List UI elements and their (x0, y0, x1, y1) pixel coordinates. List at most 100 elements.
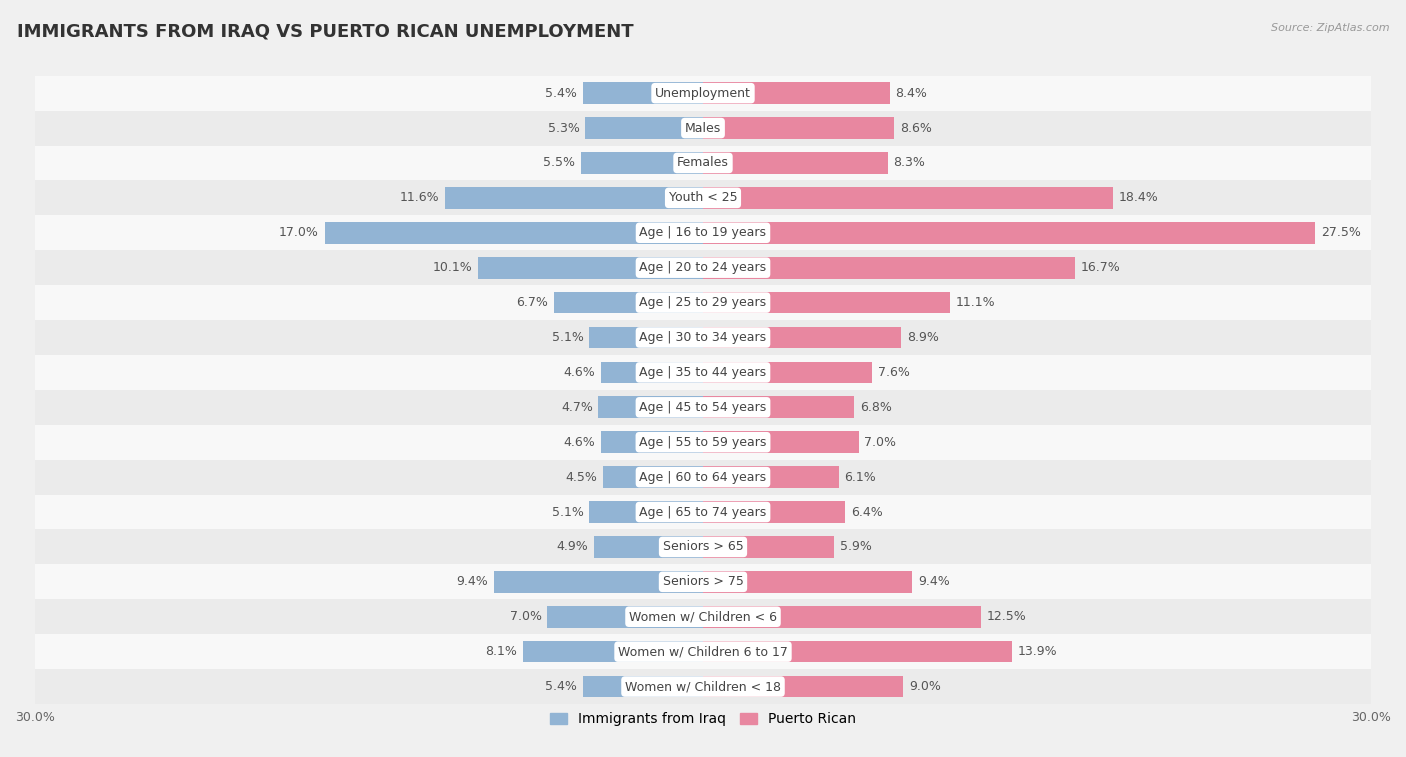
Bar (35, 529, 1371, 565)
Text: 8.3%: 8.3% (893, 157, 925, 170)
Text: 11.1%: 11.1% (956, 296, 995, 309)
Text: Women w/ Children < 18: Women w/ Children < 18 (626, 680, 780, 693)
Bar (589, 327, 703, 348)
Text: Unemployment: Unemployment (655, 86, 751, 100)
Text: 9.4%: 9.4% (457, 575, 488, 588)
Text: 6.4%: 6.4% (851, 506, 883, 519)
Text: 11.6%: 11.6% (399, 192, 439, 204)
Text: Males: Males (685, 122, 721, 135)
Bar (593, 536, 703, 558)
Text: Youth < 25: Youth < 25 (669, 192, 737, 204)
Bar (35, 459, 1371, 494)
Text: 7.6%: 7.6% (877, 366, 910, 379)
Bar (554, 291, 703, 313)
Bar (703, 117, 894, 139)
Bar (35, 215, 1371, 251)
Text: 8.6%: 8.6% (900, 122, 932, 135)
Text: Age | 25 to 29 years: Age | 25 to 29 years (640, 296, 766, 309)
Text: 12.5%: 12.5% (987, 610, 1026, 623)
Bar (703, 362, 872, 383)
Bar (35, 180, 1371, 215)
Text: Age | 65 to 74 years: Age | 65 to 74 years (640, 506, 766, 519)
Text: 10.1%: 10.1% (433, 261, 472, 274)
Text: 5.5%: 5.5% (543, 157, 575, 170)
Bar (35, 320, 1371, 355)
Bar (478, 257, 703, 279)
Bar (581, 152, 703, 174)
Text: Age | 55 to 59 years: Age | 55 to 59 years (640, 436, 766, 449)
Bar (35, 285, 1371, 320)
Bar (703, 397, 855, 418)
Text: Seniors > 65: Seniors > 65 (662, 540, 744, 553)
Text: 5.4%: 5.4% (546, 680, 578, 693)
Text: 8.4%: 8.4% (896, 86, 928, 100)
Bar (585, 117, 703, 139)
Text: 6.7%: 6.7% (516, 296, 548, 309)
Bar (35, 600, 1371, 634)
Bar (523, 641, 703, 662)
Bar (547, 606, 703, 628)
Text: 5.9%: 5.9% (839, 540, 872, 553)
Text: 8.1%: 8.1% (485, 645, 517, 658)
Text: Age | 20 to 24 years: Age | 20 to 24 years (640, 261, 766, 274)
Bar (703, 83, 890, 104)
Text: 5.1%: 5.1% (553, 506, 583, 519)
Bar (35, 565, 1371, 600)
Bar (582, 676, 703, 697)
Bar (35, 634, 1371, 669)
Bar (444, 187, 703, 209)
Bar (703, 257, 1074, 279)
Text: 6.8%: 6.8% (860, 400, 891, 414)
Bar (603, 466, 703, 488)
Text: Women w/ Children 6 to 17: Women w/ Children 6 to 17 (619, 645, 787, 658)
Text: 7.0%: 7.0% (865, 436, 897, 449)
Bar (325, 222, 703, 244)
Bar (35, 669, 1371, 704)
Text: Age | 16 to 19 years: Age | 16 to 19 years (640, 226, 766, 239)
Bar (599, 397, 703, 418)
Text: 4.6%: 4.6% (564, 366, 595, 379)
Text: 9.4%: 9.4% (918, 575, 949, 588)
Bar (703, 222, 1315, 244)
Bar (703, 641, 1012, 662)
Text: Females: Females (678, 157, 728, 170)
Text: 27.5%: 27.5% (1320, 226, 1361, 239)
Text: 4.6%: 4.6% (564, 436, 595, 449)
Bar (35, 425, 1371, 459)
Text: Age | 35 to 44 years: Age | 35 to 44 years (640, 366, 766, 379)
Text: 16.7%: 16.7% (1080, 261, 1121, 274)
Text: Source: ZipAtlas.com: Source: ZipAtlas.com (1271, 23, 1389, 33)
Text: 7.0%: 7.0% (509, 610, 541, 623)
Bar (35, 251, 1371, 285)
Bar (35, 111, 1371, 145)
Text: 4.7%: 4.7% (561, 400, 593, 414)
Text: 9.0%: 9.0% (908, 680, 941, 693)
Text: Seniors > 75: Seniors > 75 (662, 575, 744, 588)
Text: 13.9%: 13.9% (1018, 645, 1057, 658)
Bar (703, 536, 834, 558)
Bar (703, 187, 1112, 209)
Bar (589, 501, 703, 523)
Text: 4.9%: 4.9% (557, 540, 588, 553)
Text: Age | 30 to 34 years: Age | 30 to 34 years (640, 331, 766, 344)
Bar (703, 152, 887, 174)
Bar (35, 76, 1371, 111)
Legend: Immigrants from Iraq, Puerto Rican: Immigrants from Iraq, Puerto Rican (544, 706, 862, 731)
Bar (600, 362, 703, 383)
Text: 8.9%: 8.9% (907, 331, 939, 344)
Text: Age | 45 to 54 years: Age | 45 to 54 years (640, 400, 766, 414)
Text: 18.4%: 18.4% (1118, 192, 1159, 204)
Text: 5.1%: 5.1% (553, 331, 583, 344)
Text: 5.4%: 5.4% (546, 86, 578, 100)
Text: Women w/ Children < 6: Women w/ Children < 6 (628, 610, 778, 623)
Text: 6.1%: 6.1% (845, 471, 876, 484)
Bar (703, 676, 903, 697)
Text: 4.5%: 4.5% (565, 471, 598, 484)
Bar (35, 390, 1371, 425)
Bar (703, 327, 901, 348)
Text: 5.3%: 5.3% (547, 122, 579, 135)
Bar (35, 355, 1371, 390)
Bar (35, 494, 1371, 529)
Bar (703, 501, 845, 523)
Bar (703, 606, 981, 628)
